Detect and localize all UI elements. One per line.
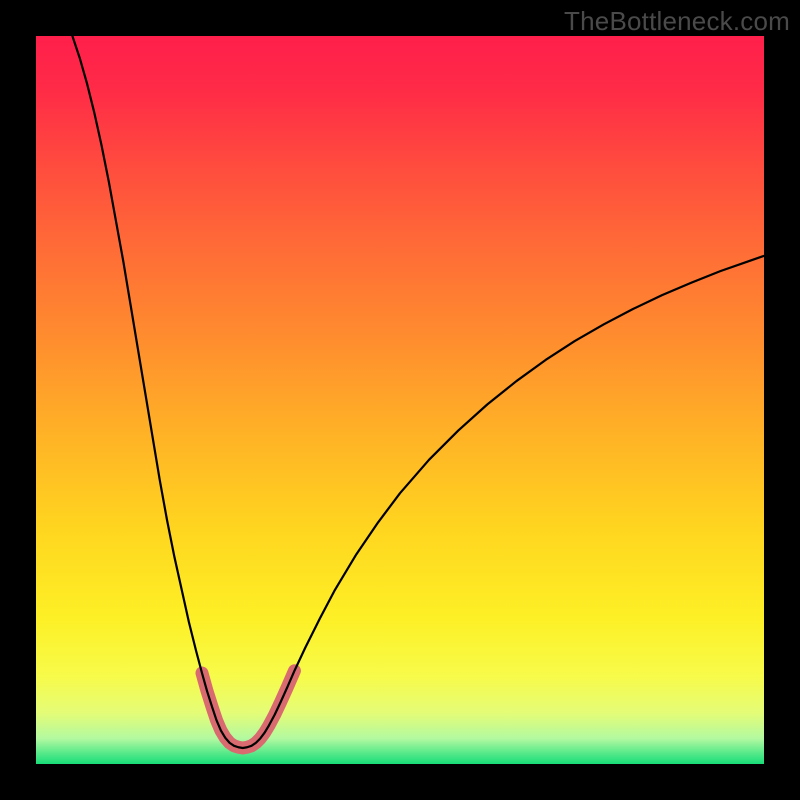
chart-root: TheBottleneck.com [0,0,800,800]
gradient-background [36,36,764,764]
watermark-text: TheBottleneck.com [564,6,790,37]
bottleneck-curve-chart [36,36,764,764]
